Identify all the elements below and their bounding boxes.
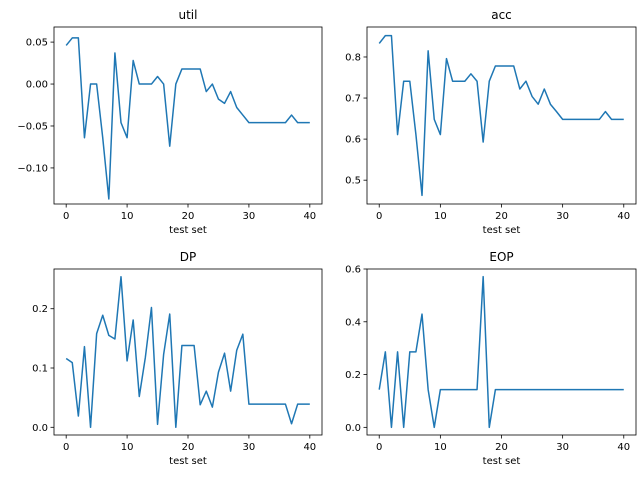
y-tick-label-eop: 0.2 xyxy=(345,370,361,381)
x-tick-label-util: 40 xyxy=(303,211,316,222)
y-tick-label-util: 0.00 xyxy=(26,80,48,91)
x-tick-label-acc: 10 xyxy=(434,211,447,222)
y-tick-label-dp: 0.1 xyxy=(32,364,48,375)
x-tick-label-acc: 30 xyxy=(556,211,569,222)
series-line-util xyxy=(65,37,310,200)
y-tick-label-eop: 0.0 xyxy=(345,423,361,434)
x-tick-label-acc: 20 xyxy=(495,211,508,222)
y-tick-label-acc: 0.6 xyxy=(345,135,361,146)
x-tick-label-eop: 10 xyxy=(434,442,447,453)
axes-frame-acc xyxy=(366,26,637,205)
axes-frame-eop xyxy=(366,268,637,436)
x-tick-label-eop: 0 xyxy=(376,442,382,453)
x-axis-label-dp: test set xyxy=(169,456,207,467)
x-tick-label-eop: 20 xyxy=(495,442,508,453)
x-tick-label-dp: 20 xyxy=(182,442,195,453)
series-line-dp xyxy=(65,275,310,429)
subplot-acc: 0 10 20 30 40 0.5 0.6 0.7 0.8 acc test set xyxy=(345,8,637,236)
subplot-eop: 0 10 20 30 40 0.0 0.2 0.4 0.6 EOP test set xyxy=(345,250,637,467)
series-line-acc xyxy=(378,34,624,197)
axes-frame-dp xyxy=(53,268,323,436)
x-tick-label-acc: 0 xyxy=(376,211,382,222)
y-tick-label-acc: 0.7 xyxy=(345,94,361,105)
x-tick-label-acc: 40 xyxy=(617,211,630,222)
subplot-dp: 0 10 20 30 40 0.0 0.1 0.2 DP test set xyxy=(32,250,323,467)
y-tick-label-util: −0.05 xyxy=(17,121,48,132)
x-axis-label-eop: test set xyxy=(483,456,521,467)
x-tick-label-dp: 40 xyxy=(303,442,316,453)
x-axis-label-acc: test set xyxy=(483,225,521,236)
y-tick-label-util: −0.10 xyxy=(17,163,48,174)
chart-title-dp: DP xyxy=(180,250,196,264)
y-tick-label-eop: 0.6 xyxy=(345,265,361,276)
chart-title-util: util xyxy=(179,8,198,22)
x-tick-label-dp: 0 xyxy=(63,442,69,453)
x-tick-label-eop: 30 xyxy=(556,442,569,453)
x-tick-label-util: 10 xyxy=(121,211,134,222)
chart-title-eop: EOP xyxy=(489,250,513,264)
y-tick-label-eop: 0.4 xyxy=(345,317,361,328)
axes-frame-util xyxy=(53,26,323,205)
y-tick-label-dp: 0.2 xyxy=(32,304,48,315)
y-tick-label-dp: 0.0 xyxy=(32,423,48,434)
x-tick-label-dp: 30 xyxy=(243,442,256,453)
series-line-eop xyxy=(378,275,624,429)
x-tick-label-util: 30 xyxy=(243,211,256,222)
x-tick-label-util: 20 xyxy=(182,211,195,222)
x-tick-label-dp: 10 xyxy=(121,442,134,453)
x-axis-label-util: test set xyxy=(169,225,207,236)
x-tick-label-util: 0 xyxy=(63,211,69,222)
subplot-util: 0 10 20 30 40 −0.10 −0.05 0.00 0.05 util test set xyxy=(17,8,323,236)
y-tick-label-acc: 0.8 xyxy=(345,52,361,63)
y-tick-label-util: 0.05 xyxy=(26,38,48,49)
x-tick-label-eop: 40 xyxy=(617,442,630,453)
y-tick-label-acc: 0.5 xyxy=(345,176,361,187)
chart-title-acc: acc xyxy=(491,8,512,22)
